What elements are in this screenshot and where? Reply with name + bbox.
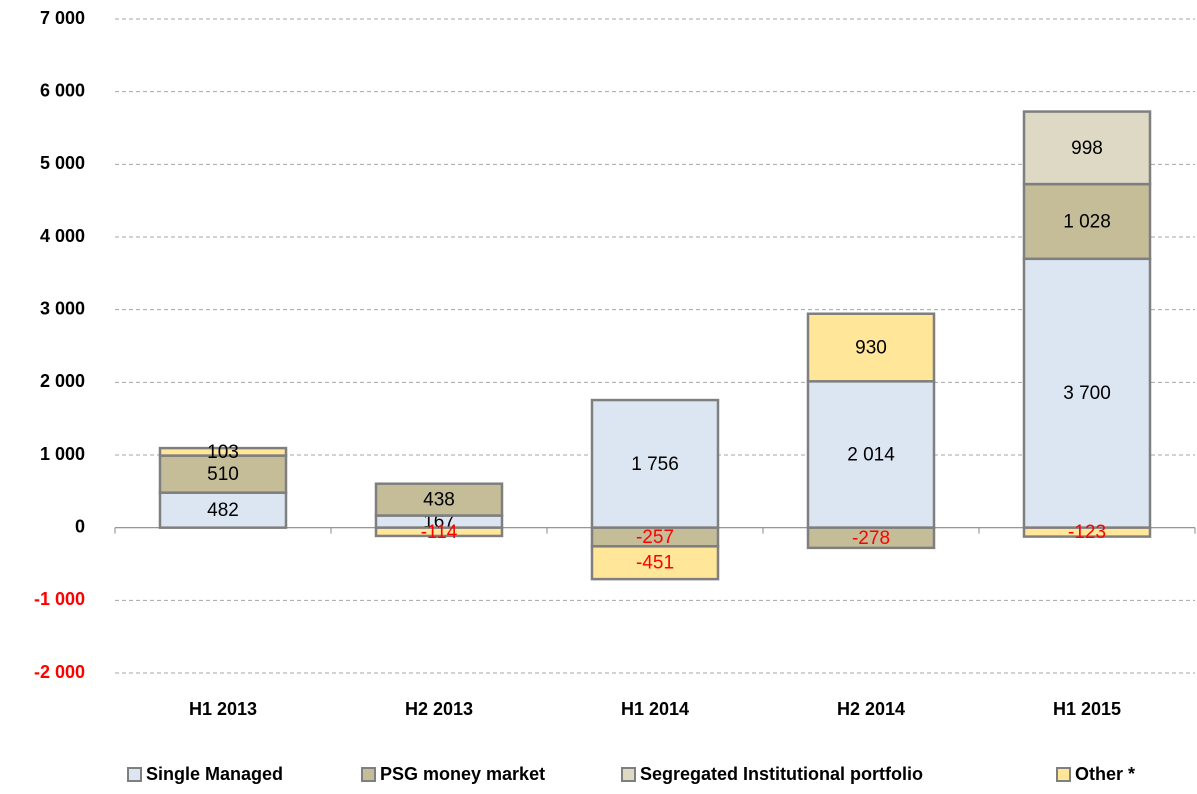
- y-tick-label: 3 000: [40, 298, 85, 318]
- legend-label: Segregated Institutional portfolio: [640, 764, 923, 784]
- data-label: -257: [636, 527, 674, 548]
- data-label: 2 014: [847, 445, 895, 466]
- y-tick-label: 0: [75, 516, 85, 536]
- x-tick-label: H2 2014: [837, 699, 905, 719]
- legend-swatch: [127, 767, 142, 782]
- y-tick-label: 7 000: [40, 8, 85, 28]
- bar-segment: [1022, 257, 1152, 529]
- bar-segment: [590, 545, 720, 581]
- y-tick-label: 6 000: [40, 80, 85, 100]
- legend-swatch: [621, 767, 636, 782]
- data-label: 482: [207, 500, 239, 521]
- bar-segment: [806, 380, 936, 529]
- data-label: -451: [636, 553, 674, 574]
- data-label: 3 700: [1063, 383, 1111, 404]
- x-tick-label: H1 2013: [189, 699, 257, 719]
- bar-segment: [158, 446, 288, 457]
- bar-segment: [374, 526, 504, 538]
- bar-segment: [590, 398, 720, 529]
- data-label: -123: [1068, 522, 1106, 543]
- y-tick-label: 2 000: [40, 371, 85, 391]
- bar-segment: [806, 526, 936, 550]
- x-tick-label: H2 2013: [405, 699, 473, 719]
- y-tick-label: -2 000: [34, 662, 85, 682]
- data-label: 103: [207, 442, 239, 463]
- data-label: -278: [852, 528, 890, 549]
- data-label: 438: [423, 490, 455, 511]
- data-label: 998: [1071, 138, 1103, 159]
- legend-label: Single Managed: [146, 764, 283, 784]
- y-tick-label: 4 000: [40, 226, 85, 246]
- data-label: 510: [207, 464, 239, 485]
- data-label: 1 028: [1063, 211, 1111, 232]
- bar-segment: [374, 482, 504, 517]
- bar-segment: [806, 312, 936, 383]
- legend-swatch: [1056, 767, 1071, 782]
- y-tick-label: 5 000: [40, 153, 85, 173]
- bar-segment: [1022, 182, 1152, 261]
- data-label: 930: [855, 338, 887, 359]
- bar-segment: [158, 491, 288, 529]
- bar-segment: [1022, 526, 1152, 538]
- y-tick-label: 1 000: [40, 444, 85, 464]
- legend-swatch: [361, 767, 376, 782]
- y-tick-label: -1 000: [34, 589, 85, 609]
- data-label: -114: [421, 522, 458, 543]
- data-label: 1 756: [631, 454, 679, 475]
- bar-segment: [1022, 110, 1152, 186]
- x-tick-label: H1 2014: [621, 699, 689, 719]
- legend-label: Other *: [1075, 764, 1135, 784]
- legend-label: PSG money market: [380, 764, 545, 784]
- x-tick-label: H1 2015: [1053, 699, 1121, 719]
